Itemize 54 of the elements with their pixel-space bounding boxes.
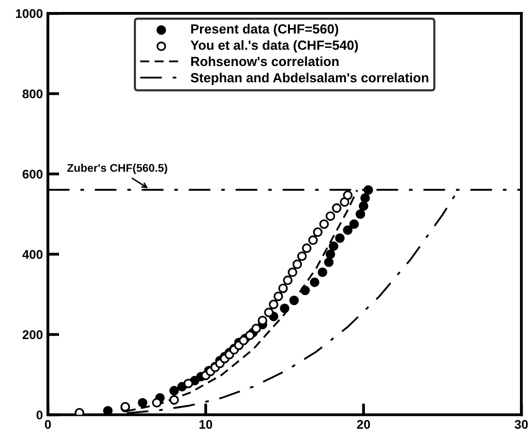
point — [364, 185, 374, 195]
point — [292, 259, 302, 270]
point — [335, 233, 345, 243]
point — [358, 201, 368, 211]
x-tick-label: 10 — [200, 420, 212, 429]
y-tick-label: 200 — [22, 330, 43, 340]
point — [278, 284, 288, 294]
point — [349, 219, 359, 229]
point — [297, 251, 307, 261]
x-tick-label: 0 — [44, 420, 51, 429]
point — [251, 324, 261, 334]
x-tick-label: 20 — [357, 420, 370, 429]
point — [169, 386, 179, 396]
point — [319, 219, 329, 229]
point — [324, 257, 334, 268]
point — [274, 292, 284, 302]
y-tick-label: 600 — [22, 170, 43, 179]
point — [74, 408, 84, 415]
y-tick-label: 1000 — [16, 9, 43, 18]
point — [332, 203, 342, 213]
y-tick-label: 0 — [36, 410, 43, 420]
y-tick-label: 400 — [22, 250, 43, 259]
legend-label: You et al.'s data (CHF=540) — [190, 40, 358, 52]
point — [264, 308, 274, 318]
point — [342, 225, 353, 235]
point — [360, 193, 370, 203]
legend-label: Rohsenow's correlation — [191, 56, 339, 66]
legend-label: Present data (CHF=560) — [191, 24, 338, 36]
point — [328, 241, 338, 251]
point — [310, 278, 320, 288]
point — [288, 268, 298, 278]
point — [318, 268, 328, 278]
point — [326, 211, 336, 221]
point — [103, 406, 113, 415]
point — [342, 190, 353, 200]
legend-label: Stephan and Abdelsalam's correlation — [190, 72, 428, 86]
point — [138, 398, 148, 408]
point — [356, 209, 366, 219]
x-tick-label: 30 — [514, 420, 528, 429]
point — [169, 395, 179, 405]
point — [289, 296, 299, 306]
point — [184, 378, 194, 388]
point — [283, 276, 293, 286]
point — [326, 249, 336, 259]
point — [245, 330, 255, 340]
point — [308, 235, 318, 245]
point — [152, 398, 162, 408]
point — [280, 304, 290, 314]
point — [302, 243, 312, 253]
point — [313, 227, 323, 237]
annotation: Zuber's CHF(560.5) — [67, 164, 168, 174]
point — [300, 286, 310, 296]
y-tick-label: 800 — [22, 89, 43, 98]
point — [268, 300, 278, 310]
